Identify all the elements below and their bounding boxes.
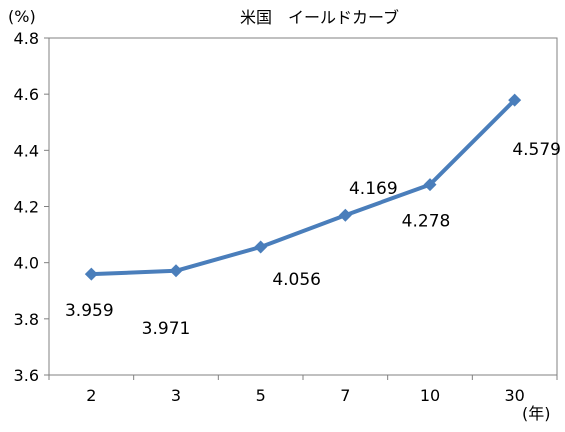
data-label: 4.278 (402, 212, 451, 232)
plot-area (48, 37, 558, 376)
data-point (84, 267, 98, 281)
x-tick-label: 7 (340, 386, 350, 405)
series-group (84, 93, 522, 281)
x-axis-label: (年) (522, 404, 551, 423)
x-tick-label: 2 (86, 386, 96, 405)
y-tick-label: 4.4 (14, 141, 39, 160)
chart-title: 米国 イールドカーブ (240, 8, 399, 27)
y-tick-label: 4.2 (14, 198, 39, 217)
y-tick-label: 4.0 (14, 254, 39, 273)
x-tick-label: 30 (504, 386, 524, 405)
data-label: 4.169 (349, 179, 398, 199)
data-point (169, 264, 183, 278)
y-axis-label: (%) (8, 7, 36, 26)
y-tick-label: 4.8 (14, 29, 39, 48)
x-tick-label: 5 (256, 386, 266, 405)
y-tick-label: 4.6 (14, 85, 39, 104)
data-label: 3.959 (65, 301, 114, 321)
data-point (338, 208, 352, 222)
series-line (91, 98, 517, 277)
data-point (254, 240, 268, 254)
data-label: 4.579 (512, 140, 561, 160)
data-point (508, 93, 522, 107)
data-point (423, 178, 437, 192)
data-label: 4.056 (272, 270, 321, 290)
y-axis: 3.6 3.8 4.0 4.2 4.4 4.6 4.8 (14, 29, 49, 385)
x-tick-label: 3 (171, 386, 181, 405)
x-axis: 2 3 5 7 10 30 (48, 375, 558, 405)
y-tick-label: 3.6 (14, 366, 39, 385)
x-tick-label: 10 (420, 386, 440, 405)
y-tick-label: 3.8 (14, 310, 39, 329)
data-label: 3.971 (142, 319, 191, 339)
